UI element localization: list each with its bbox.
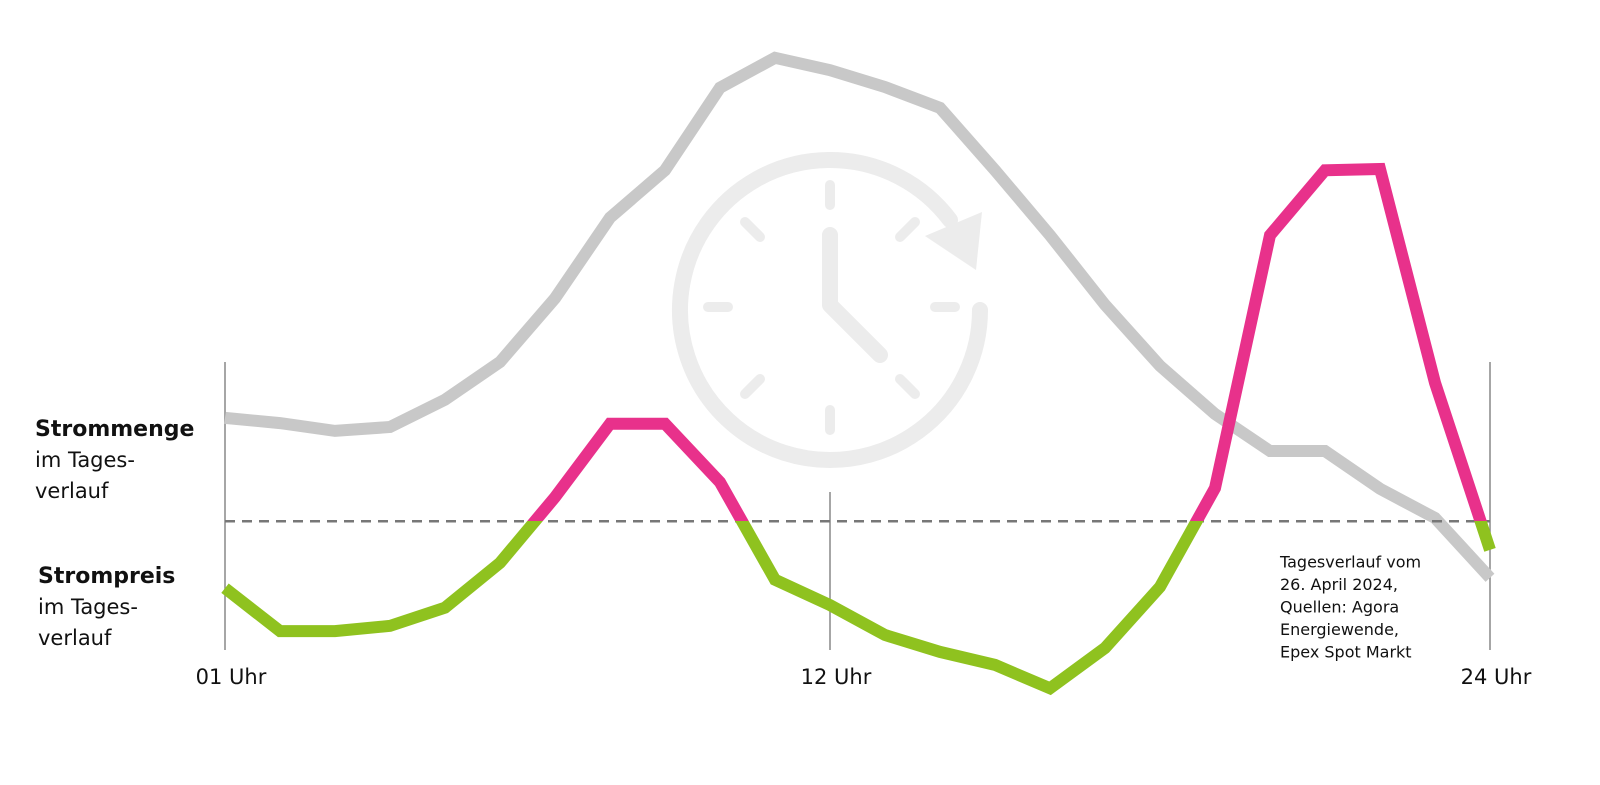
source-note: 26. April 2024, <box>1280 575 1398 594</box>
series-description: verlauf <box>35 479 109 503</box>
x-tick-label: 01 Uhr <box>196 665 267 689</box>
clock-icon <box>672 152 988 468</box>
source-note: Epex Spot Markt <box>1280 643 1412 662</box>
source-note: Tagesverlauf vom <box>1279 553 1421 572</box>
series-name: Strompreis <box>38 564 175 589</box>
series-description: im Tages- <box>38 595 138 619</box>
source-note: Energiewende, <box>1280 620 1399 639</box>
series-line <box>221 162 1496 696</box>
x-tick-label: 24 Uhr <box>1461 665 1532 689</box>
series-description: im Tages- <box>35 448 135 472</box>
series-description: verlauf <box>38 626 112 650</box>
series-line <box>224 51 1495 582</box>
x-tick-label: 12 Uhr <box>801 665 872 689</box>
series-name: Strommenge <box>35 417 194 442</box>
source-note: Quellen: Agora <box>1280 598 1399 617</box>
